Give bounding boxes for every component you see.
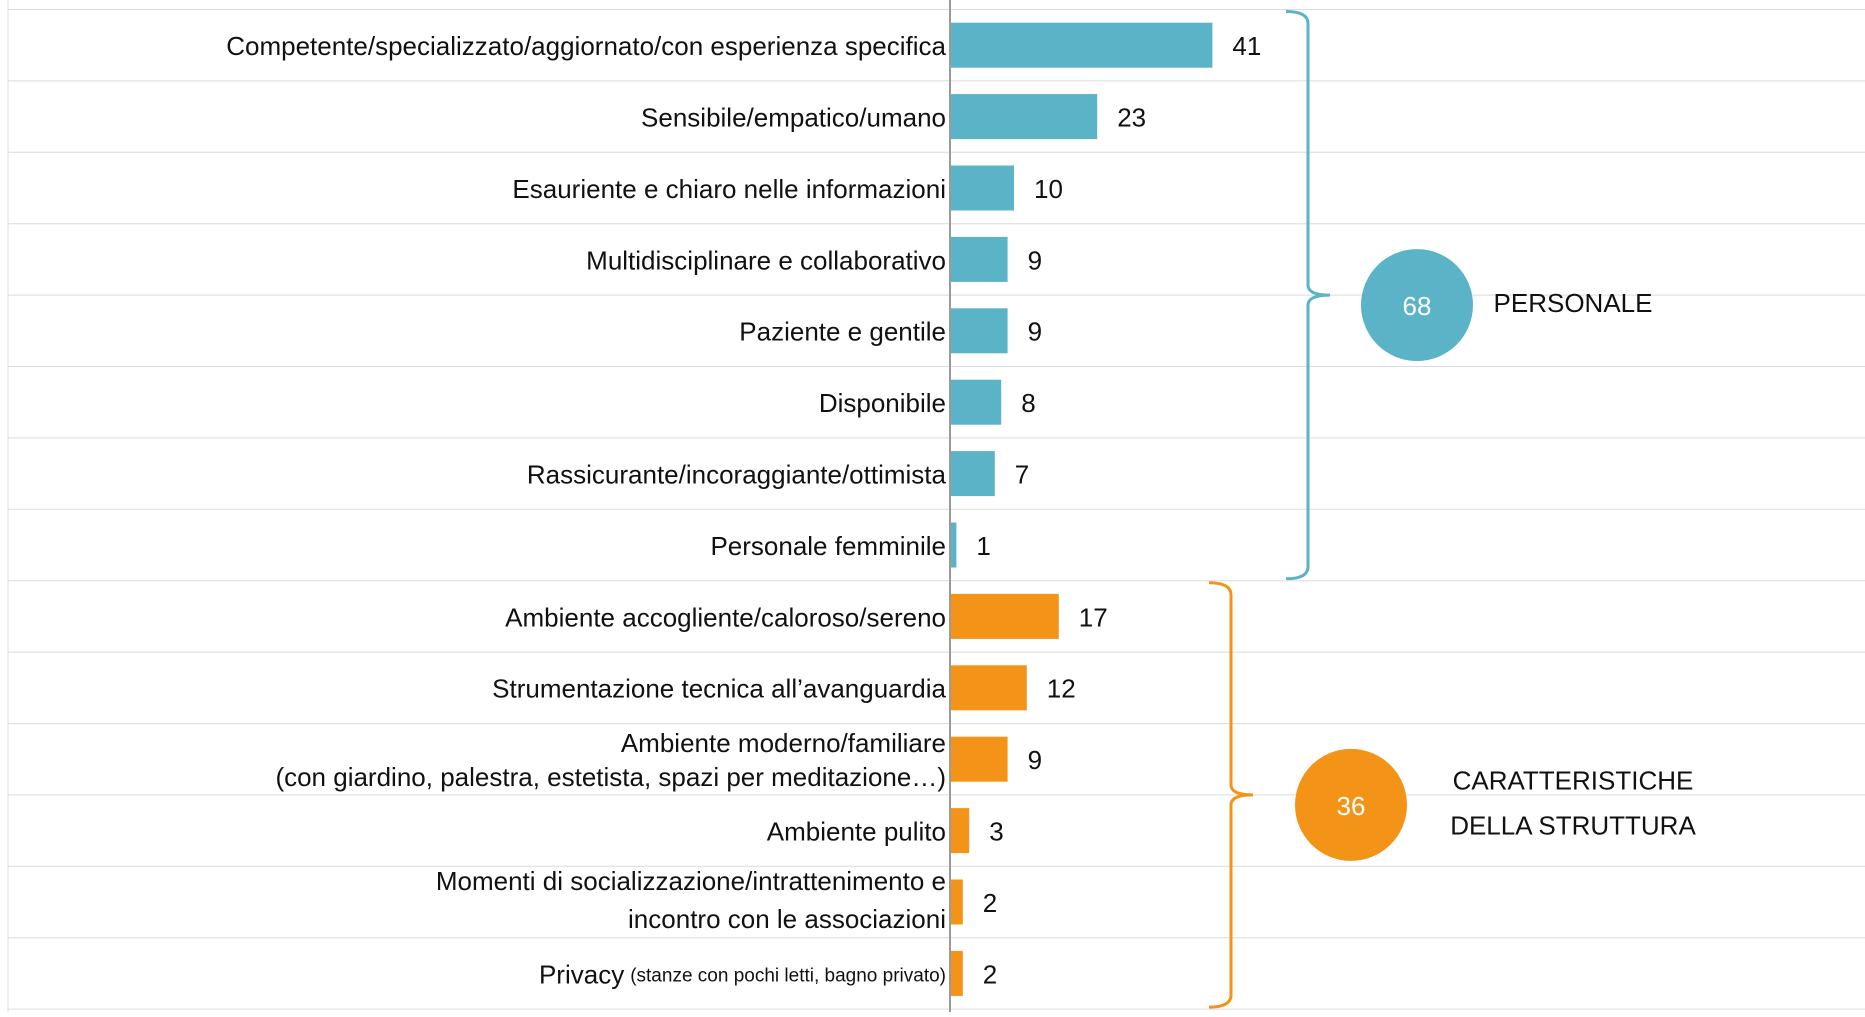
category-name: Privacy bbox=[539, 959, 624, 989]
value-label: 41 bbox=[1232, 31, 1261, 61]
category-label: Sensibile/empatico/umano bbox=[641, 102, 946, 132]
category-label: Personale femminile bbox=[710, 531, 946, 561]
group-name: PERSONALE bbox=[1494, 288, 1653, 318]
bar bbox=[950, 808, 970, 854]
group-name: CARATTERISTICHE bbox=[1453, 765, 1694, 795]
group-brace bbox=[1208, 581, 1254, 1009]
bar bbox=[950, 165, 1014, 211]
value-label: 2 bbox=[983, 888, 997, 918]
category-note: (con giardino, palestra, estetista, spaz… bbox=[275, 762, 946, 792]
value-label: 3 bbox=[989, 816, 1003, 846]
bar bbox=[950, 950, 963, 996]
value-label: 1 bbox=[976, 531, 990, 561]
group-total: 68 bbox=[1403, 291, 1432, 321]
bar bbox=[950, 236, 1008, 282]
value-label: 9 bbox=[1028, 245, 1042, 275]
bar bbox=[950, 379, 1002, 425]
bar bbox=[950, 451, 995, 497]
category-note: (stanze con pochi letti, bagno privato) bbox=[630, 965, 946, 986]
group-total-circle bbox=[1361, 249, 1473, 362]
value-label: 17 bbox=[1079, 602, 1108, 632]
bar bbox=[950, 522, 957, 568]
bar bbox=[950, 22, 1213, 68]
bar bbox=[950, 593, 1059, 639]
value-label: 8 bbox=[1021, 388, 1035, 418]
category-label: Momenti di socializzazione/intrattenimen… bbox=[436, 866, 946, 896]
bar bbox=[950, 308, 1008, 354]
category-label: Rassicurante/incoraggiante/ottimista bbox=[527, 459, 947, 489]
category-label: Ambiente pulito bbox=[767, 816, 946, 846]
bar bbox=[950, 736, 1008, 782]
value-label: 10 bbox=[1034, 174, 1063, 204]
category-label: Esauriente e chiaro nelle informazioni bbox=[512, 174, 946, 204]
category-label: Paziente e gentile bbox=[739, 317, 946, 347]
group-total: 36 bbox=[1337, 791, 1366, 821]
category-label: Ambiente moderno/familiare bbox=[621, 728, 946, 758]
value-label: 9 bbox=[1028, 745, 1042, 775]
value-label: 2 bbox=[983, 959, 997, 989]
group-total-circle bbox=[1295, 748, 1407, 861]
category-label: Strumentazione tecnica all’avanguardia bbox=[492, 674, 946, 704]
value-label: 23 bbox=[1117, 102, 1146, 132]
value-label: 9 bbox=[1028, 317, 1042, 347]
value-label: 12 bbox=[1047, 674, 1076, 704]
category-label: incontro con le associazioni bbox=[628, 904, 946, 934]
category-label: Ambiente accogliente/caloroso/sereno bbox=[505, 602, 946, 632]
group-brace bbox=[1285, 10, 1331, 581]
value-label: 7 bbox=[1015, 459, 1029, 489]
category-label: Competente/specializzato/aggiornato/con … bbox=[226, 31, 946, 61]
category-label: Disponibile bbox=[819, 388, 946, 418]
bar bbox=[950, 665, 1027, 711]
category-label: Privacy (stanze con pochi letti, bagno pr… bbox=[539, 959, 946, 989]
bar bbox=[950, 879, 963, 925]
category-label: Multidisciplinare e collaborativo bbox=[586, 245, 946, 275]
bar bbox=[950, 94, 1098, 140]
group-name: DELLA STRUTTURA bbox=[1450, 810, 1696, 840]
